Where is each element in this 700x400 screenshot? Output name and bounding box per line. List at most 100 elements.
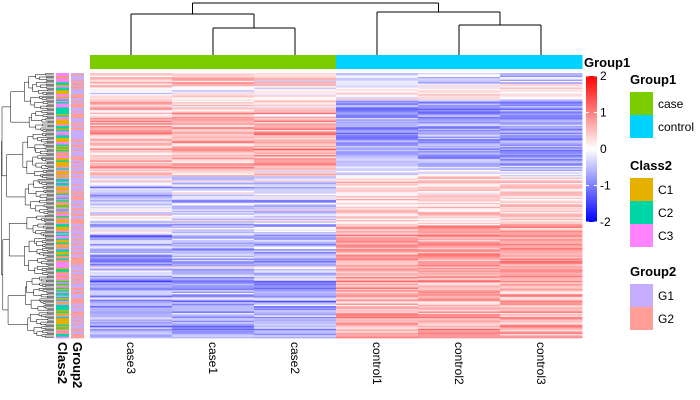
- group2-annotation-cell: [71, 169, 84, 172]
- heatmap-cell: [418, 172, 501, 175]
- heatmap-cell: [172, 226, 255, 229]
- group2-annotation-cell: [71, 118, 84, 120]
- heatmap-cell: [418, 216, 501, 218]
- heatmap-cell: [336, 99, 419, 102]
- heatmap-cell: [500, 274, 583, 277]
- class2-annotation-cell: [56, 119, 69, 122]
- heatmap-cell: [90, 176, 173, 179]
- heatmap-cell: [500, 277, 583, 279]
- heatmap-cell: [172, 110, 255, 112]
- group2-annotation-cell: [71, 126, 84, 128]
- heatmap-cell: [500, 171, 583, 173]
- heatmap-cell: [500, 320, 583, 323]
- group2-annotation-cell: [71, 302, 84, 304]
- heatmap-cell: [418, 259, 501, 262]
- class2-annotation-cell: [56, 235, 69, 238]
- heatmap-cell: [336, 140, 419, 143]
- heatmap-cell: [172, 94, 255, 96]
- heatmap-cell: [254, 112, 337, 115]
- heatmap-cell: [90, 310, 173, 312]
- group2-annotation-cell: [71, 281, 84, 283]
- heatmap-cell: [500, 210, 583, 213]
- heatmap-cell: [172, 217, 255, 220]
- heatmap-cell: [172, 228, 255, 230]
- class2-annotation-cell: [56, 275, 69, 278]
- heatmap-cell: [254, 237, 337, 239]
- heatmap-cell: [500, 91, 583, 94]
- heatmap-cell: [254, 334, 337, 336]
- heatmap-cell: [418, 212, 501, 214]
- heatmap-cell: [90, 322, 173, 324]
- class2-annotation-cell: [56, 315, 69, 318]
- heatmap-cell: [336, 161, 419, 164]
- heatmap-cell: [500, 141, 583, 144]
- group2-annotation-cell: [71, 262, 84, 265]
- heatmap-cell: [254, 217, 337, 220]
- class2-annotation-cell: [56, 176, 69, 179]
- class2-annotation-cell: [56, 323, 69, 326]
- heatmap-cell: [172, 186, 255, 189]
- class2-annotation-cell: [56, 135, 69, 137]
- heatmap-cell: [172, 73, 255, 75]
- group2-annotation-cell: [71, 210, 84, 213]
- heatmap-cell: [172, 144, 255, 147]
- class2-annotation-cell: [56, 232, 69, 234]
- heatmap-cell: [500, 128, 583, 131]
- heatmap-cell: [90, 254, 173, 257]
- class2-annotation-cell: [56, 245, 69, 247]
- group2-annotation-cell: [71, 322, 84, 324]
- heatmap-cell: [336, 185, 419, 188]
- group2-annotation-cell: [71, 148, 84, 151]
- heatmap-cell: [254, 271, 337, 274]
- heatmap-cell: [500, 216, 583, 218]
- heatmap-cell: [418, 302, 501, 304]
- heatmap-cell: [172, 88, 255, 91]
- heatmap-cell: [172, 270, 255, 273]
- heatmap-cell: [336, 255, 419, 258]
- heatmap-cell: [336, 204, 419, 206]
- class2-annotation-cell: [56, 265, 69, 267]
- heatmap-cell: [90, 129, 173, 132]
- heatmap-cell: [336, 188, 419, 190]
- heatmap-cell: [172, 122, 255, 124]
- class2-annotation-cell: [56, 110, 69, 112]
- class2-annotation-cell: [56, 278, 69, 281]
- heatmap-cell: [418, 160, 501, 163]
- heatmap-cell: [418, 193, 501, 196]
- heatmap-cell: [254, 225, 337, 228]
- heatmap-cell: [336, 127, 419, 129]
- heatmap-cell: [90, 237, 173, 239]
- heatmap-cell: [90, 107, 173, 110]
- heatmap-cell: [336, 78, 419, 80]
- group2-annotation-cell: [71, 103, 84, 106]
- heatmap-cell: [418, 228, 501, 230]
- group2-annotation-cell: [71, 194, 84, 197]
- class2-annotation-cell: [56, 136, 69, 139]
- heatmap-cell: [254, 148, 337, 151]
- heatmap-cell: [500, 247, 583, 250]
- heatmap-cell: [172, 315, 255, 318]
- heatmap-cell: [254, 331, 337, 334]
- heatmap-cell: [254, 111, 337, 114]
- heatmap-cell: [500, 172, 583, 175]
- group2-annotation-cell: [71, 80, 84, 83]
- class2-annotation-cell: [56, 161, 69, 164]
- class2-annotation-cell: [56, 86, 69, 88]
- group2-annotation-cell: [71, 202, 84, 205]
- heatmap-cell: [90, 328, 173, 331]
- heatmap-cell: [254, 78, 337, 80]
- heatmap-cell: [336, 102, 419, 104]
- heatmap-cell: [254, 165, 337, 168]
- heatmap-cell: [254, 328, 337, 331]
- heatmap-cell: [500, 159, 583, 161]
- class2-annotation-cell: [56, 179, 69, 181]
- heatmap-cell: [172, 294, 255, 296]
- group2-annotation-cell: [71, 127, 84, 129]
- class2-annotation-cell: [56, 273, 69, 275]
- class2-annotation-cell: [56, 112, 69, 115]
- group2-annotation-cell: [71, 278, 84, 281]
- heatmap-cell: [336, 110, 419, 112]
- heatmap-cell: [418, 229, 501, 232]
- group2-annotation-cell: [71, 245, 84, 247]
- heatmap-cell: [500, 330, 583, 332]
